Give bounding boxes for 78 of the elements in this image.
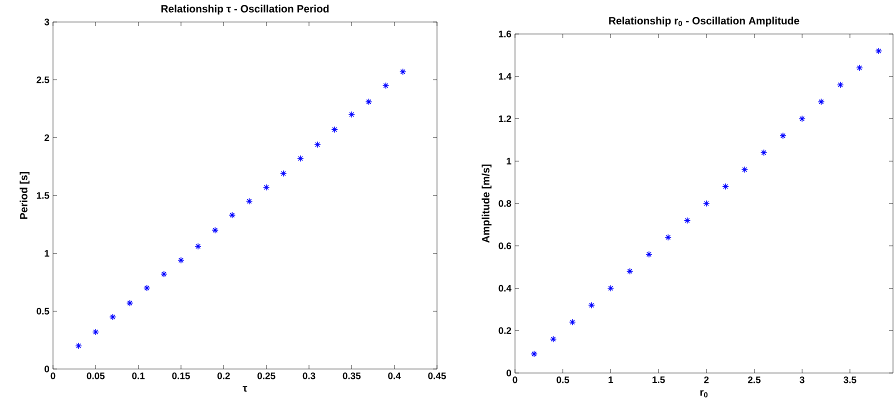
point	[780, 132, 786, 140]
y-tick-label: 0.5	[36, 308, 50, 315]
point	[160, 270, 168, 278]
y-tick-label: 0.4	[498, 284, 512, 292]
point	[178, 256, 184, 264]
point	[875, 48, 882, 54]
y-tick-label: 2	[44, 134, 50, 141]
x-tick-label: 0.35	[342, 372, 361, 380]
x-tick-label: 0.1	[132, 372, 145, 380]
point	[194, 242, 202, 250]
x-tick-label: 0.45	[428, 372, 446, 380]
x-axis-title: r$_{0}$	[700, 390, 708, 398]
x-tick-label: 0.15	[172, 372, 190, 380]
y-tick-label: 1.4	[498, 73, 512, 80]
y-tick-label: 1.2	[498, 115, 512, 122]
x-tick-label: 1.5	[652, 376, 665, 384]
x-tick-label: 0	[50, 372, 56, 380]
y-tick-label: 0.8	[498, 200, 512, 207]
y-tick-label: 1	[506, 158, 512, 164]
x-tick-label: 0.5	[556, 376, 570, 384]
x-tick-label: 2	[704, 376, 709, 384]
x-tick-label: 0.05	[86, 372, 105, 380]
point	[228, 212, 236, 219]
point	[126, 300, 134, 306]
point	[626, 268, 634, 275]
point	[399, 68, 406, 76]
x-tick-label: 2.5	[748, 376, 761, 384]
point	[588, 302, 595, 309]
y-tick-label: 1.6	[498, 30, 512, 38]
point	[607, 284, 614, 292]
point	[818, 98, 825, 106]
x-tick-label: 0.25	[258, 372, 276, 380]
point	[262, 184, 270, 191]
point	[143, 284, 150, 292]
y-tick-label: 1.5	[36, 192, 50, 199]
y-tick-label: 1	[44, 250, 50, 257]
point	[382, 82, 390, 90]
point	[798, 115, 806, 122]
point	[280, 170, 287, 177]
point	[646, 250, 652, 258]
point	[569, 318, 576, 326]
point	[348, 111, 356, 118]
point	[836, 81, 844, 88]
x-tick-label: 1	[608, 376, 614, 384]
chart-title: Relationship τ - Oscillation Period	[161, 4, 329, 14]
point	[760, 149, 768, 156]
y-tick-label: 3	[44, 18, 50, 26]
point	[314, 141, 321, 148]
x-axis-title: τ	[242, 386, 248, 392]
point	[550, 336, 557, 342]
point	[530, 350, 538, 358]
y-axis-title: Amplitude [m/s]	[482, 164, 492, 243]
point	[297, 155, 304, 162]
y-tick-label: 0	[44, 366, 50, 372]
y-tick-label: 2.5	[36, 76, 50, 84]
point	[212, 226, 219, 234]
x-tick-label: 0.4	[388, 372, 401, 380]
point	[664, 234, 672, 241]
x-tick-label: 3	[800, 376, 804, 384]
point	[365, 98, 372, 106]
x-tick-label: 0.3	[302, 372, 316, 380]
x-tick-label: 3.5	[844, 376, 856, 384]
x-tick-label: 0	[512, 376, 518, 384]
point	[75, 342, 82, 350]
point	[92, 328, 100, 336]
x-tick-label: 0.2	[217, 372, 230, 380]
point	[109, 314, 116, 320]
y-tick-label: 0.2	[498, 327, 512, 334]
point	[246, 198, 253, 205]
point	[856, 64, 863, 72]
point	[331, 126, 338, 133]
point	[703, 200, 710, 207]
y-axis-title: Period [s]	[20, 172, 30, 219]
point	[684, 217, 691, 224]
y-tick-label: 0.6	[498, 242, 512, 250]
chart-title: Relationship r$_{0}$ - Oscillation Amplitude	[609, 16, 800, 26]
point	[722, 183, 729, 190]
point	[741, 166, 748, 173]
